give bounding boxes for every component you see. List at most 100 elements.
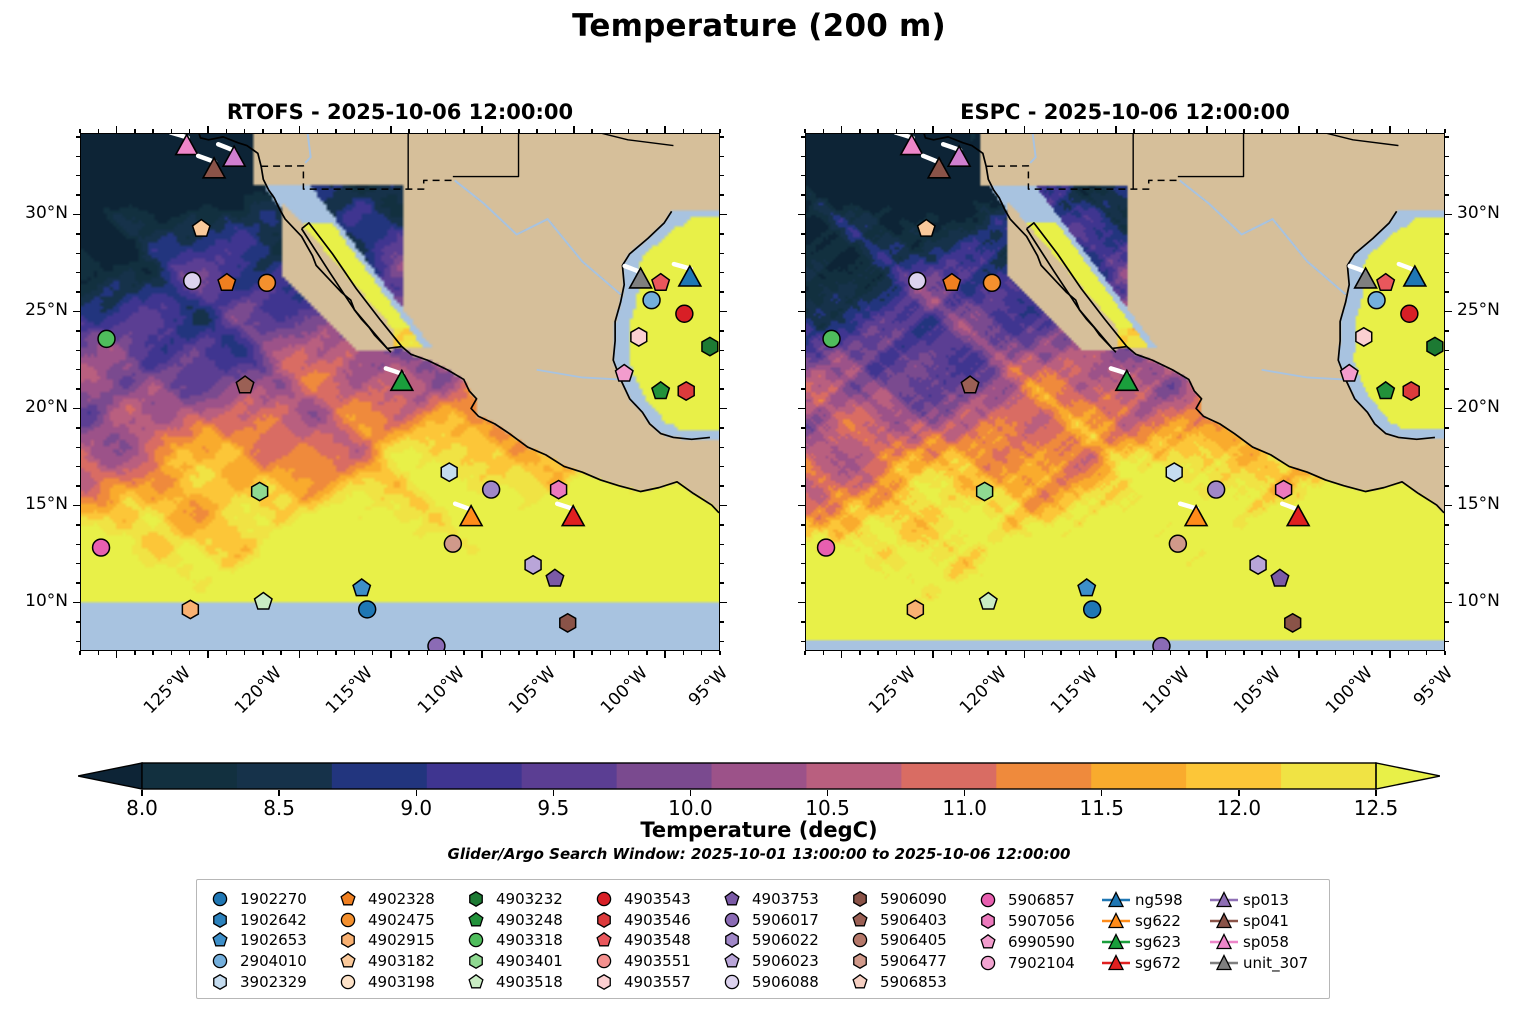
float-marker-5906017[interactable]: [427, 636, 446, 650]
float-marker-4902328[interactable]: [217, 272, 237, 291]
float-marker-5906022[interactable]: [1206, 480, 1226, 499]
float-marker-4903548[interactable]: [651, 272, 671, 291]
legend-entry-unit_307[interactable]: unit_307: [1209, 952, 1317, 973]
float-marker-5906857[interactable]: [816, 538, 836, 557]
legend-entry-4903248[interactable]: 4903248: [461, 910, 589, 931]
float-marker-5907056[interactable]: [1274, 479, 1293, 500]
legend-entry-5906017[interactable]: 5906017: [717, 910, 845, 931]
float-marker-4903248[interactable]: [651, 380, 671, 400]
float-marker-4903248[interactable]: [1376, 380, 1396, 400]
float-marker-4903182[interactable]: [191, 218, 211, 237]
glider-marker-sg622[interactable]: [1183, 504, 1209, 527]
float-marker-4903518[interactable]: [253, 591, 273, 610]
legend-entry-4903198[interactable]: 4903198: [333, 971, 461, 992]
legend-entry-sg672[interactable]: sg672: [1101, 952, 1209, 973]
float-marker-6990590[interactable]: [614, 363, 634, 382]
float-marker-4902915[interactable]: [906, 599, 925, 620]
float-marker-4903232[interactable]: [701, 336, 719, 357]
float-marker-5906477[interactable]: [1168, 534, 1188, 553]
float-marker-4903232[interactable]: [1426, 336, 1444, 357]
float-marker-4902475[interactable]: [982, 273, 1002, 293]
legend-entry-5907056[interactable]: 5907056: [973, 910, 1101, 931]
float-marker-4903401[interactable]: [975, 481, 994, 502]
float-marker-5907056[interactable]: [549, 479, 568, 500]
glider-marker-unit_307[interactable]: [1353, 266, 1378, 289]
legend-entry-6990590[interactable]: 6990590: [973, 931, 1101, 952]
float-marker-5906088[interactable]: [182, 271, 202, 291]
legend-entry-5906403[interactable]: 5906403: [845, 910, 973, 931]
float-marker-5906403[interactable]: [235, 375, 255, 394]
legend-entry-4903548[interactable]: 4903548: [589, 930, 717, 951]
legend-entry-1902270[interactable]: 1902270: [205, 889, 333, 910]
float-marker-4903543[interactable]: [675, 304, 694, 323]
float-marker-5906023[interactable]: [1249, 554, 1267, 575]
float-marker-4903557[interactable]: [1355, 326, 1373, 347]
float-marker-4903753[interactable]: [545, 568, 565, 587]
float-marker-4903318[interactable]: [97, 329, 116, 349]
legend-entry-4902915[interactable]: 4902915: [333, 930, 461, 951]
float-marker-1902653[interactable]: [352, 578, 372, 597]
float-marker-3902329[interactable]: [1165, 462, 1183, 483]
float-marker-4902475[interactable]: [257, 273, 277, 293]
legend-entry-ng598[interactable]: ng598: [1101, 889, 1209, 910]
float-marker-4903543[interactable]: [1400, 304, 1419, 323]
float-marker-4903546[interactable]: [677, 380, 695, 402]
legend-entry-5906090[interactable]: 5906090: [845, 889, 973, 910]
legend-entry-4903318[interactable]: 4903318: [461, 930, 589, 951]
glider-marker-sg672[interactable]: [560, 504, 586, 527]
legend-entry-4903518[interactable]: 4903518: [461, 971, 589, 992]
float-marker-4903548[interactable]: [1376, 272, 1396, 291]
float-marker-5906023[interactable]: [524, 554, 542, 575]
float-marker-5906857[interactable]: [91, 538, 111, 557]
legend-entry-5906853[interactable]: 5906853: [845, 971, 973, 992]
float-marker-4903318[interactable]: [822, 329, 841, 349]
float-marker-1902270[interactable]: [1082, 600, 1102, 619]
float-marker-1902653[interactable]: [1077, 578, 1097, 597]
legend-entry-5906022[interactable]: 5906022: [717, 930, 845, 951]
float-marker-5906088[interactable]: [907, 271, 927, 291]
map-panel-espc[interactable]: [805, 133, 1445, 651]
glider-marker-sg672[interactable]: [1285, 504, 1311, 527]
legend-entry-sg622[interactable]: sg622: [1101, 910, 1209, 931]
glider-marker-sp058[interactable]: [899, 134, 925, 156]
float-marker-4903401[interactable]: [250, 481, 269, 502]
legend-entry-4903546[interactable]: 4903546: [589, 910, 717, 931]
legend-entry-4903551[interactable]: 4903551: [589, 951, 717, 972]
glider-marker-sp058[interactable]: [174, 134, 200, 156]
glider-marker-sp041[interactable]: [201, 156, 227, 179]
legend-entry-5906088[interactable]: 5906088: [717, 971, 845, 992]
legend-entry-4902328[interactable]: 4902328: [333, 889, 461, 910]
legend-entry-5906405[interactable]: 5906405: [845, 930, 973, 951]
legend-entry-4903401[interactable]: 4903401: [461, 951, 589, 972]
glider-marker-sg623[interactable]: [1114, 368, 1140, 392]
float-marker-5906022[interactable]: [481, 480, 501, 499]
float-marker-4903182[interactable]: [916, 218, 936, 237]
map-panel-rtofs[interactable]: [80, 133, 720, 651]
legend-entry-4903182[interactable]: 4903182: [333, 951, 461, 972]
legend-entry-4903753[interactable]: 4903753: [717, 889, 845, 910]
float-marker-4903518[interactable]: [978, 591, 998, 610]
legend-entry-sg623[interactable]: sg623: [1101, 931, 1209, 952]
legend-entry-1902642[interactable]: 1902642: [205, 910, 333, 931]
float-marker-1902270[interactable]: [357, 600, 377, 619]
float-marker-5906090[interactable]: [559, 612, 577, 633]
glider-marker-sp041[interactable]: [926, 156, 952, 179]
float-marker-4903557[interactable]: [630, 326, 648, 347]
legend-entry-sp041[interactable]: sp041: [1209, 910, 1317, 931]
legend-entry-sp013[interactable]: sp013: [1209, 889, 1317, 910]
float-marker-2904010[interactable]: [1367, 290, 1386, 310]
glider-marker-sg622[interactable]: [458, 504, 484, 527]
glider-marker-sp013[interactable]: [946, 144, 972, 167]
legend-entry-4903557[interactable]: 4903557: [589, 971, 717, 992]
legend-entry-7902104[interactable]: 7902104: [973, 952, 1101, 973]
float-marker-4902328[interactable]: [942, 272, 962, 291]
float-marker-3902329[interactable]: [440, 462, 458, 483]
legend-entry-2904010[interactable]: 2904010: [205, 951, 333, 972]
legend-entry-3902329[interactable]: 3902329: [205, 971, 333, 992]
float-marker-6990590[interactable]: [1339, 363, 1359, 382]
glider-marker-sp013[interactable]: [221, 144, 247, 167]
legend-entry-4902475[interactable]: 4902475: [333, 910, 461, 931]
float-marker-4902915[interactable]: [181, 599, 200, 620]
glider-marker-sg623[interactable]: [389, 368, 415, 392]
legend-entry-5906857[interactable]: 5906857: [973, 889, 1101, 910]
